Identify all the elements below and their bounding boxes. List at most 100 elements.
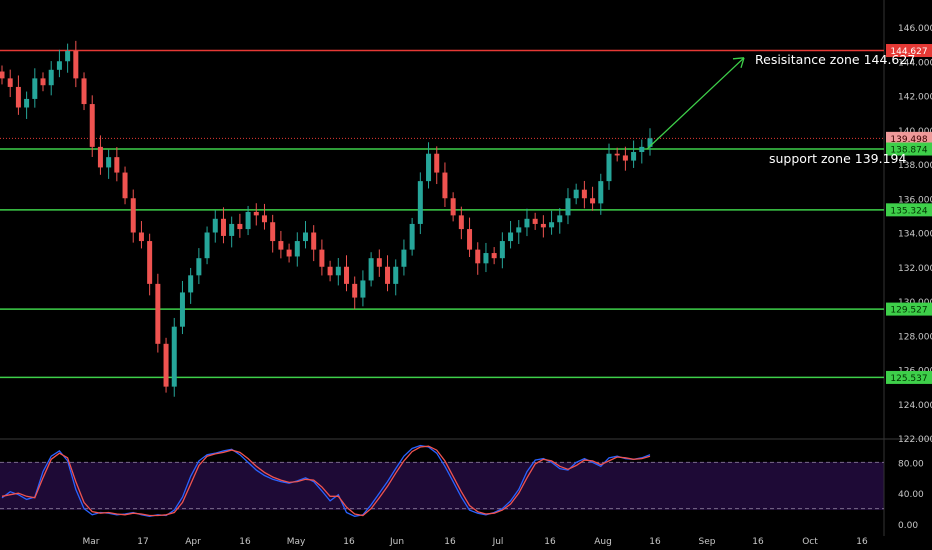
candle-body	[229, 223, 235, 236]
candle-body	[48, 69, 54, 86]
candle-body	[508, 232, 514, 242]
candle-body	[499, 241, 505, 259]
price-tick-label: 132.000	[898, 264, 932, 274]
candle-body	[24, 98, 30, 108]
candle-body	[368, 258, 374, 281]
price-label-box	[886, 203, 932, 217]
candle-body	[65, 50, 71, 62]
candle-body	[261, 215, 267, 223]
candle-body	[89, 104, 95, 147]
candle-body	[647, 138, 653, 147]
candle-body	[458, 215, 464, 230]
candle-body	[549, 222, 555, 228]
time-tick-label: 16	[239, 537, 251, 547]
projection-arrow	[646, 57, 745, 150]
candle-body	[573, 189, 579, 199]
time-tick-label: 17	[137, 537, 148, 547]
candle-body	[245, 211, 251, 230]
candlestick-series	[0, 40, 653, 397]
candle-body	[179, 292, 185, 327]
candle-body	[7, 78, 13, 87]
candle-body	[450, 198, 456, 216]
candle-body	[73, 50, 79, 79]
candle-body	[204, 232, 210, 259]
candle-body	[516, 227, 522, 233]
candle-body	[598, 181, 604, 204]
price-tick-label: 142.000	[898, 93, 932, 103]
time-tick-label: May	[287, 537, 306, 547]
candle-body	[220, 218, 226, 236]
candle-body	[0, 71, 5, 79]
candle-body	[532, 218, 538, 224]
indicator-line	[1, 444, 651, 517]
stochastic-indicator	[1, 444, 651, 517]
price-label-box	[886, 44, 932, 58]
price-tick-label: 144.000	[898, 58, 932, 68]
candle-body	[475, 249, 481, 264]
price-label-text: 125.537	[890, 374, 927, 384]
candle-body	[434, 153, 440, 173]
price-label-text: 129.527	[890, 306, 927, 316]
time-tick-label: 16	[649, 537, 661, 547]
candle-body	[409, 223, 415, 250]
candle-body	[278, 241, 284, 250]
candle-body	[163, 343, 169, 387]
candle-body	[130, 198, 136, 233]
candle-body	[196, 258, 202, 276]
candle-body	[360, 280, 366, 298]
candle-body	[376, 258, 382, 267]
price-label-text: 135.324	[890, 206, 927, 216]
indicator-tick-label: 40.00	[898, 490, 924, 500]
support-annotation: support zone 139.194	[769, 151, 906, 166]
candle-body	[56, 61, 62, 70]
time-tick-label: Jul	[492, 537, 504, 547]
time-tick-label: 16	[343, 537, 355, 547]
price-label-text: 138.874	[890, 146, 927, 156]
price-tick-label: 146.000	[898, 24, 932, 34]
candle-body	[614, 153, 620, 156]
indicator-line	[1, 445, 651, 517]
price-label-text: 139.498	[890, 135, 927, 145]
candle-body	[565, 198, 571, 216]
candle-body	[171, 326, 177, 387]
candle-body	[302, 232, 308, 242]
candle-body	[639, 146, 645, 153]
candle-body	[417, 181, 423, 224]
candle-body	[81, 78, 87, 105]
candle-body	[344, 266, 350, 284]
candle-body	[106, 157, 112, 168]
time-tick-label: Apr	[185, 537, 201, 547]
time-tick-label: Sep	[699, 537, 716, 547]
candle-body	[622, 155, 628, 161]
candle-body	[581, 189, 587, 199]
candle-body	[138, 232, 144, 242]
price-tick-label: 122.000	[898, 435, 932, 445]
indicator-pane-background	[0, 462, 884, 510]
time-tick-label: 16	[856, 537, 868, 547]
candle-body	[540, 223, 546, 228]
candle-body	[311, 232, 317, 250]
time-tick-label: Aug	[594, 537, 612, 547]
candle-body	[270, 222, 276, 242]
candle-body	[590, 198, 596, 204]
price-tick-label: 138.000	[898, 161, 932, 171]
price-label-text: 144.627	[890, 47, 927, 57]
candle-body	[15, 86, 21, 108]
price-tick-label: 128.000	[898, 332, 932, 342]
candle-body	[442, 172, 448, 199]
candle-body	[483, 253, 489, 264]
resistance-annotation: Resisitance zone 144.627	[755, 52, 915, 67]
candle-body	[327, 266, 333, 276]
candle-body	[294, 241, 300, 257]
candle-body	[97, 146, 103, 168]
time-tick-label: 16	[444, 537, 456, 547]
candle-body	[253, 211, 259, 216]
candle-body	[212, 218, 218, 233]
time-axis: Mar 17 Apr 16 May 16 Jun 16 Jul 16 Aug 16 Sep 16 Oct 16	[83, 537, 868, 547]
arrow-head	[732, 57, 745, 68]
price-label-box	[886, 131, 932, 145]
price-label-box	[886, 370, 932, 384]
time-tick-label: Mar	[83, 537, 100, 547]
candle-body	[606, 153, 612, 182]
